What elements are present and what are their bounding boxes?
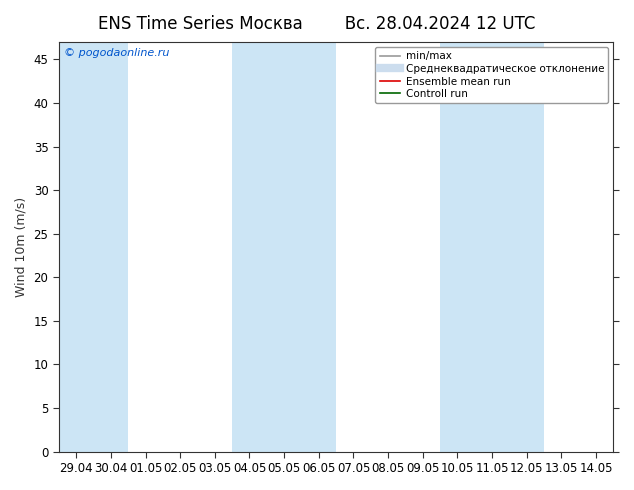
Bar <box>440 42 544 452</box>
Y-axis label: Wind 10m (m/s): Wind 10m (m/s) <box>15 196 28 297</box>
Legend: min/max, Среднеквадратическое отклонение, Ensemble mean run, Controll run: min/max, Среднеквадратическое отклонение… <box>375 47 608 103</box>
Text: ENS Time Series Москва        Вс. 28.04.2024 12 UTC: ENS Time Series Москва Вс. 28.04.2024 12… <box>98 15 536 33</box>
Text: © pogodaonline.ru: © pogodaonline.ru <box>65 48 170 58</box>
Bar <box>232 42 336 452</box>
Bar <box>59 42 128 452</box>
